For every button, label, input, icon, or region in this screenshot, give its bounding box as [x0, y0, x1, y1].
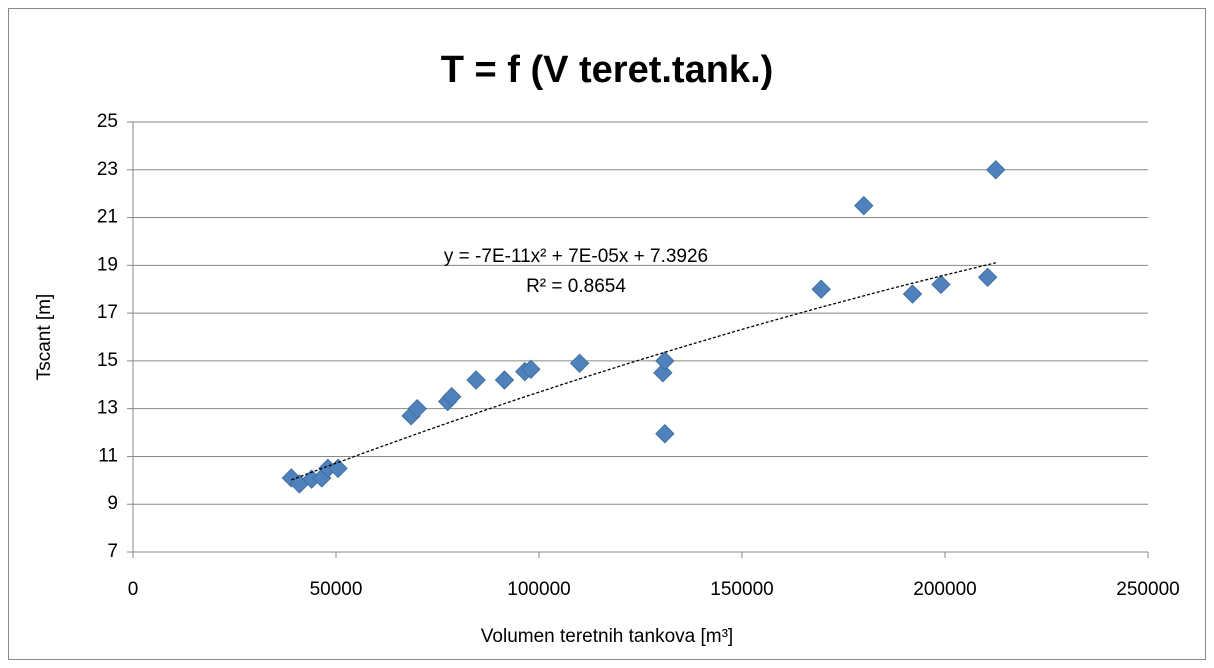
point	[569, 353, 590, 373]
point	[466, 370, 486, 390]
point	[811, 279, 831, 299]
y-tick-label: 9	[107, 493, 118, 514]
y-tick-label: 7	[107, 541, 118, 562]
y-tick-label: 11	[98, 445, 118, 466]
point	[902, 284, 923, 304]
point	[521, 359, 541, 379]
point	[407, 398, 427, 419]
x-tick-label: 0	[128, 579, 139, 600]
point	[655, 424, 675, 444]
point	[986, 160, 1006, 180]
trendline-r-squared: R² = 0.8654	[526, 276, 626, 297]
y-tick-label: 23	[97, 159, 118, 180]
x-axis-title: Volumen teretnih tankova [m³]	[481, 626, 733, 647]
chart-border	[8, 8, 1206, 660]
y-tick-label: 17	[97, 302, 118, 323]
y-tick-label: 13	[97, 398, 118, 419]
x-tick-label: 100000	[507, 579, 570, 600]
y-tick-label: 15	[97, 350, 118, 371]
x-tick-label: 50000	[310, 579, 363, 600]
y-tick-label: 21	[97, 207, 118, 228]
trendline	[291, 262, 996, 481]
y-tick-label: 25	[97, 111, 118, 132]
y-tick-label: 19	[97, 254, 118, 275]
x-tick-label: 150000	[710, 579, 773, 600]
point	[653, 363, 673, 383]
point	[977, 267, 998, 287]
point	[854, 195, 874, 216]
x-tick-label: 200000	[913, 579, 976, 600]
point	[931, 274, 951, 295]
chart-title: T = f (V teret.tank.)	[441, 49, 774, 91]
point	[655, 351, 675, 371]
point	[442, 387, 462, 407]
y-axis-title: Tscant [m]	[34, 294, 55, 381]
x-tick-label: 250000	[1116, 579, 1179, 600]
point	[494, 370, 515, 390]
trendline-equation: y = -7E-11x² + 7E-05x + 7.3926	[444, 246, 708, 267]
